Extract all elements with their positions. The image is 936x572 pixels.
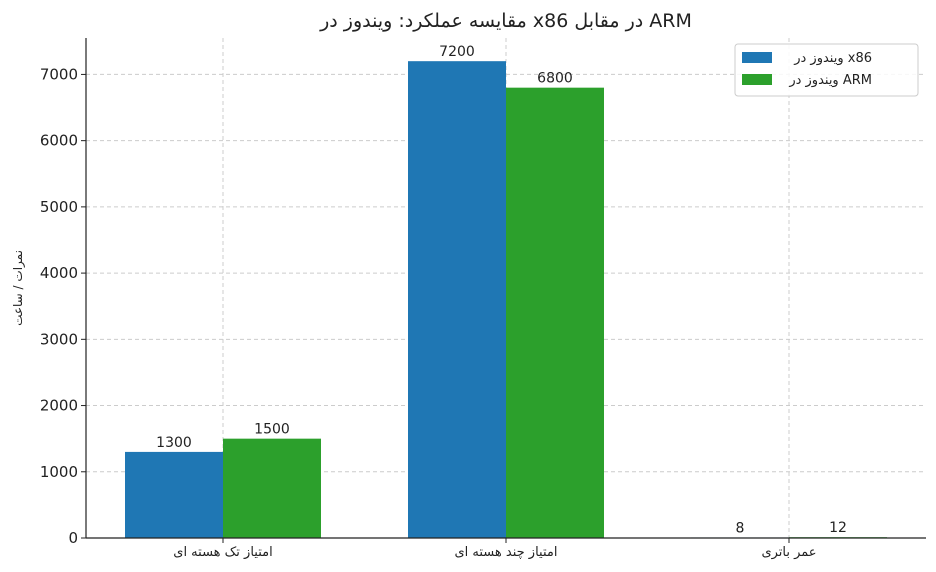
- bar-x86: [125, 451, 223, 538]
- legend-swatch-arm: [742, 74, 772, 85]
- x-tick-label: امتیاز چند هسته ای: [455, 545, 558, 560]
- y-tick-label: 2000: [40, 397, 78, 415]
- y-tick-label: 7000: [40, 65, 78, 83]
- bar-value-label: 1300: [156, 435, 192, 451]
- x-ticks: امتیاز تک هسته ای امتیاز چند هسته ای عمر ب…: [173, 538, 817, 560]
- legend-label-x86: ویندوز در x86: [793, 51, 872, 66]
- legend: ویندوز در x86 ویندوز در ARM: [734, 43, 919, 97]
- x-tick-label: امتیاز تک هسته ای: [173, 545, 272, 560]
- bar-value-label: 8: [736, 520, 745, 536]
- y-axis-label: نمرات / ساعت: [11, 250, 26, 326]
- bar-labels: 1300 7200 8 1500 6800 12: [156, 44, 847, 536]
- y-ticks: 0 1000 2000 3000 4000 5000 6000 7000: [40, 65, 86, 547]
- y-tick-label: 3000: [40, 330, 78, 348]
- bar-arm: [223, 438, 321, 538]
- y-tick-label: 5000: [40, 198, 78, 216]
- y-tick-label: 0: [68, 529, 78, 547]
- bar-value-label: 1500: [254, 422, 290, 438]
- x-tick-label: عمر باتری: [761, 545, 816, 560]
- y-tick-label: 1000: [40, 463, 78, 481]
- bar-arm: [506, 87, 604, 538]
- y-tick-label: 6000: [40, 132, 78, 150]
- bar-x86: [408, 61, 506, 539]
- chart-title: مقایسه عملکرد: ویندوز در x86 در مقابل AR…: [319, 10, 692, 32]
- y-tick-label: 4000: [40, 264, 78, 282]
- bars: [125, 61, 887, 539]
- bar-value-label: 7200: [439, 44, 475, 60]
- legend-swatch-x86: [742, 52, 772, 63]
- legend-box: [734, 43, 919, 97]
- bar-value-label: 12: [829, 520, 847, 536]
- bar-value-label: 6800: [537, 71, 573, 87]
- legend-label-arm: ویندوز در ARM: [788, 73, 872, 88]
